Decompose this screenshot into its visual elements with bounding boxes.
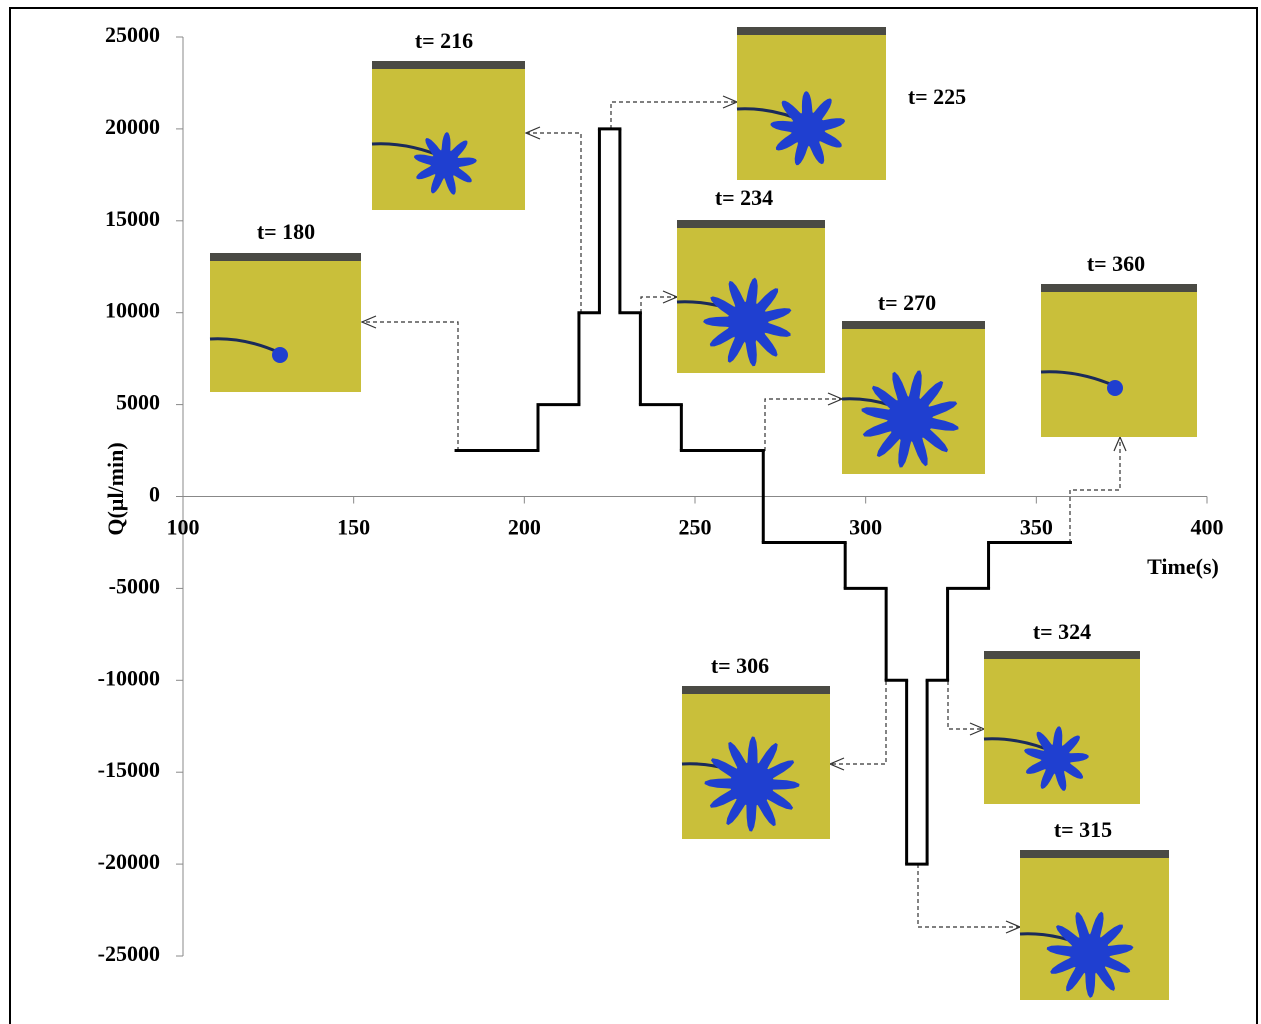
y-tick-label: 5000 <box>116 390 160 415</box>
photo-label: t= 306 <box>711 653 769 678</box>
x-tick-label: 350 <box>1020 515 1053 540</box>
photo-label: t= 315 <box>1054 817 1112 842</box>
x-tick-label: 200 <box>508 515 541 540</box>
photo <box>737 27 886 180</box>
photo-background <box>210 253 361 392</box>
x-tick-label: 300 <box>849 515 882 540</box>
photo <box>1020 850 1169 1000</box>
photo-ruler <box>737 27 886 35</box>
y-tick-label: -5000 <box>109 573 160 598</box>
photo-label: t= 270 <box>878 290 936 315</box>
photo-label: t= 360 <box>1087 251 1145 276</box>
chart: Time(s) Q(µl/min) 25000 20000 15000 10000 50… <box>0 0 1261 1024</box>
x-tick-label: 250 <box>679 515 712 540</box>
photo <box>984 651 1140 804</box>
photo <box>842 321 985 474</box>
y-tick-label: -10000 <box>98 665 160 690</box>
photo <box>1041 284 1197 437</box>
photo-label: t= 234 <box>715 185 773 210</box>
photo-ruler <box>1041 284 1197 292</box>
y-tick-label: 25000 <box>105 22 160 47</box>
photo <box>677 220 825 373</box>
x-tick-label: 100 <box>167 515 200 540</box>
x-tick-label: 400 <box>1191 515 1224 540</box>
photo-ruler <box>677 220 825 228</box>
photo-label: t= 225 <box>908 84 966 109</box>
photo-ruler <box>210 253 361 261</box>
y-tick-label: -20000 <box>98 849 160 874</box>
photo-ruler <box>682 686 830 694</box>
photo <box>210 253 361 392</box>
photo <box>372 61 525 210</box>
y-tick-label: -25000 <box>98 941 160 966</box>
y-tick-label: 15000 <box>105 206 160 231</box>
photo-label: t= 324 <box>1033 619 1091 644</box>
photo-label: t= 216 <box>415 28 473 53</box>
y-tick-label: -15000 <box>98 757 160 782</box>
y-axis-label: Q(µl/min) <box>103 442 128 535</box>
y-tick-label: 20000 <box>105 114 160 139</box>
y-tick-label: 0 <box>149 482 160 507</box>
x-axis-label: Time(s) <box>1147 554 1219 579</box>
photo-blob <box>272 347 288 363</box>
photo <box>682 686 830 839</box>
photo-background <box>1041 284 1197 437</box>
photo-ruler <box>372 61 525 69</box>
photo-blob <box>1107 380 1123 396</box>
x-tick-label: 150 <box>337 515 370 540</box>
y-tick-label: 10000 <box>105 298 160 323</box>
photo-label: t= 180 <box>257 219 315 244</box>
photo-ruler <box>984 651 1140 659</box>
photo-ruler <box>842 321 985 329</box>
photo-ruler <box>1020 850 1169 858</box>
